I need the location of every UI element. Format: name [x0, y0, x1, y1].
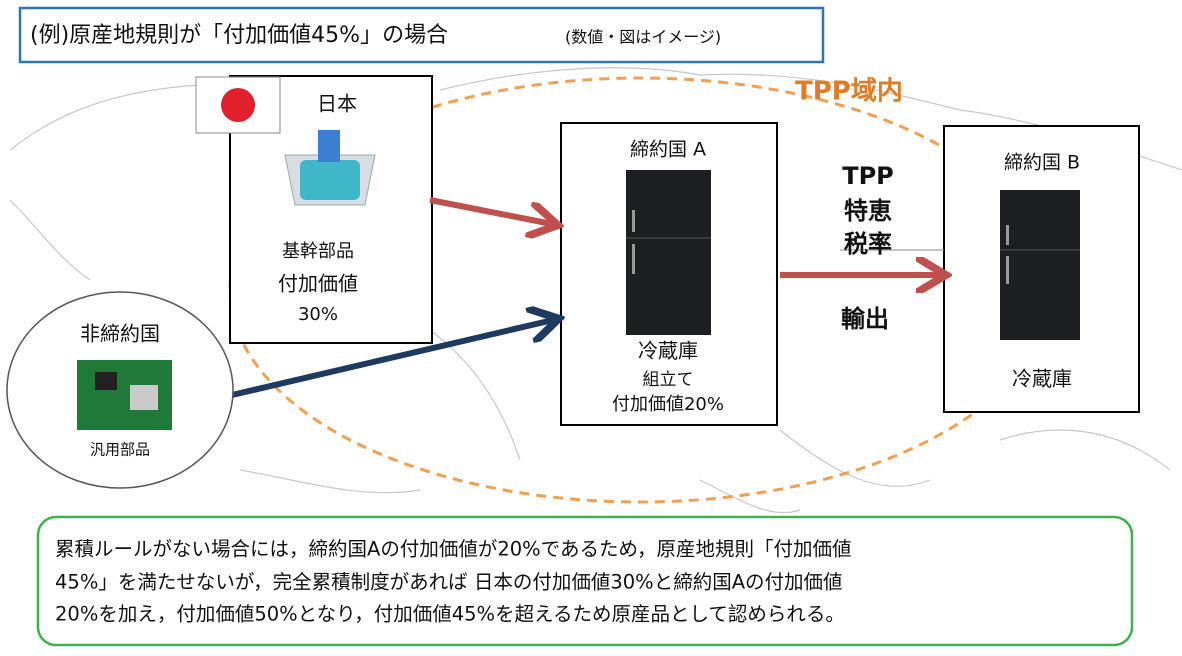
- title: (例)原産地規則が「付加価値45%」の場合: [30, 23, 448, 48]
- party-a-name: 締約国 A: [630, 139, 706, 161]
- flag-sun: [221, 88, 255, 122]
- export-text: 輸出: [841, 305, 889, 333]
- region-label: TPP域内: [795, 77, 903, 107]
- party-a-value: 付加価値20%: [612, 394, 724, 415]
- tariff-text: TPP: [842, 162, 894, 190]
- fridge-a: [626, 170, 711, 335]
- fridge-b: [1000, 190, 1080, 340]
- arrow: [429, 197, 552, 224]
- title-box: [18, 6, 825, 64]
- core-part-image: [284, 130, 376, 206]
- japan-part: 基幹部品: [282, 241, 354, 262]
- tariff-text: 税率: [844, 230, 892, 258]
- note-line: 45%」を満たせないが，完全累積制度があれば 日本の付加価値30%と締約国Aの付…: [55, 571, 843, 594]
- party-b-product: 冷蔵庫: [1012, 367, 1072, 391]
- non-party-part: 汎用部品: [90, 441, 150, 459]
- pcb-image: [77, 360, 172, 430]
- note-line: 20%を加え，付加価値50%となり，付加価値45%を超えるため原産品として認めら…: [55, 603, 845, 626]
- non-party-name: 非締約国: [80, 322, 160, 346]
- title-note: (数値・図はイメージ): [565, 28, 721, 47]
- note-box: [36, 515, 1134, 647]
- party-b-name: 締約国 B: [1004, 152, 1080, 174]
- party-a-product: 冷蔵庫: [638, 339, 698, 363]
- japan-value: 30%: [298, 304, 338, 325]
- japan-value-label: 付加価値: [278, 272, 358, 296]
- tariff-text: 特恵: [844, 197, 892, 225]
- japan-name: 日本: [317, 92, 357, 116]
- note-line: 累積ルールがない場合には，締約国Aの付加価値が20%であるため，原産地規則「付加…: [55, 538, 852, 561]
- party-a-process: 組立て: [643, 370, 694, 390]
- world-map: [9, 67, 1182, 514]
- arrow: [231, 320, 553, 398]
